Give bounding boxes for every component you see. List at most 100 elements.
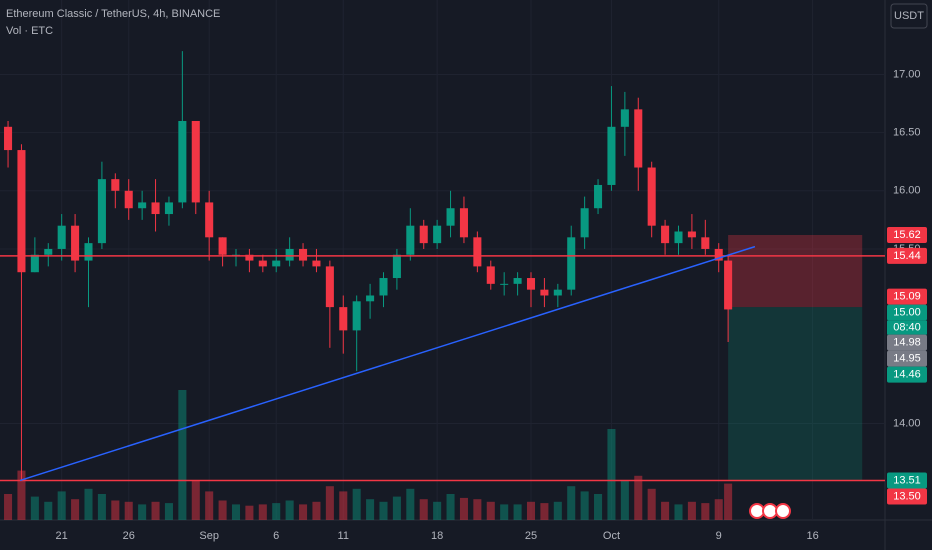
price-label: 14.46 (893, 369, 921, 381)
volume-bar (272, 503, 281, 520)
event-icons (749, 503, 791, 519)
volume-bar (218, 500, 227, 520)
candle-body (352, 301, 361, 331)
chart-title: Ethereum Classic / TetherUS, 4h, BINANCE (6, 8, 220, 20)
volume-bar (299, 504, 308, 520)
candle-body (446, 208, 455, 226)
volume-bar (285, 500, 294, 520)
volume-bar (379, 501, 388, 520)
candle-body (567, 237, 576, 290)
candle-body (17, 150, 26, 273)
candle-body (473, 237, 482, 267)
candle-body (245, 254, 254, 261)
volume-bar (687, 501, 696, 520)
candle-body (500, 283, 509, 285)
candle-body (392, 254, 401, 279)
volume-bar (446, 494, 455, 520)
volume-bar (540, 503, 549, 520)
volume-bar (191, 481, 200, 520)
candle-body (580, 208, 589, 238)
candle-body (84, 243, 93, 261)
volume-bar (433, 501, 442, 520)
target-zone (728, 307, 863, 481)
event-icon[interactable] (749, 503, 765, 519)
volume-bar (500, 504, 509, 520)
candle-body (44, 248, 53, 255)
volume-bar (4, 494, 13, 520)
y-tick-label: 14.00 (893, 417, 921, 429)
volume-bar (231, 504, 241, 520)
volume-bar (164, 503, 173, 520)
volume-bar (352, 488, 361, 520)
currency[interactable]: USDT (894, 10, 924, 22)
price-label-box (887, 226, 927, 243)
candle-body (594, 184, 603, 209)
volume-bar (674, 504, 683, 520)
candle-body (339, 307, 348, 331)
candle-body (620, 109, 629, 127)
price-label-box (887, 288, 927, 305)
volume-bar (634, 475, 643, 520)
candle-body (178, 120, 187, 203)
volume-bar (607, 429, 616, 520)
price-label: 14.95 (893, 353, 921, 365)
volume-bar (392, 496, 401, 520)
volume-bar (71, 499, 80, 520)
candle-body (433, 225, 442, 244)
candle-body (312, 260, 321, 267)
volume-bar (620, 481, 629, 520)
event-icon[interactable] (775, 503, 791, 519)
price-label-box (887, 488, 927, 505)
candle-body (138, 202, 147, 209)
volume-bar (486, 501, 495, 520)
price-label: 13.51 (893, 474, 921, 486)
candle-body (607, 126, 616, 185)
subtitle: Vol · ETC (6, 25, 53, 37)
volume-bar (406, 488, 415, 520)
volume-bar (245, 505, 254, 520)
volume-bar (17, 470, 26, 520)
candle-body (419, 225, 428, 244)
candle-body (701, 237, 710, 249)
price-label-box (887, 334, 927, 351)
candle-body (634, 109, 643, 168)
price-label: 15.44 (893, 250, 921, 262)
candle-body (299, 248, 308, 261)
x-tick-label: 6 (273, 530, 279, 542)
stop-zone (728, 234, 863, 308)
y-tick-label: 16.50 (893, 127, 921, 139)
candle-body (459, 208, 468, 238)
candle-body (540, 289, 549, 296)
volume-bar (339, 491, 348, 520)
candle-body (258, 260, 267, 267)
candle-body (714, 248, 723, 261)
candle-body (151, 202, 160, 215)
volume-bar (459, 497, 468, 520)
candle-body (30, 254, 39, 273)
price-label-box (887, 304, 927, 321)
volume-bar (701, 503, 710, 520)
volume-bar (30, 496, 39, 520)
candle-body (366, 295, 375, 302)
candle-body (97, 179, 106, 244)
candle-body (71, 225, 80, 261)
candle-body (191, 120, 200, 203)
candle-body (124, 190, 133, 209)
candle-body (724, 260, 733, 310)
price-label-box (887, 472, 927, 489)
event-icon[interactable] (762, 503, 778, 519)
candle-body (526, 278, 536, 290)
price-label: 15.09 (893, 291, 921, 303)
countdown: 08:40 (893, 322, 921, 334)
currency-box[interactable] (890, 3, 928, 29)
price-label-box (887, 247, 927, 264)
volume-bar (325, 486, 334, 520)
x-tick-label: 25 (525, 530, 537, 542)
x-tick-label: 16 (806, 530, 818, 542)
candle-body (486, 266, 495, 284)
volume-bar (178, 390, 187, 520)
price-label: 15.62 (893, 229, 921, 241)
volume-bar (661, 501, 670, 520)
